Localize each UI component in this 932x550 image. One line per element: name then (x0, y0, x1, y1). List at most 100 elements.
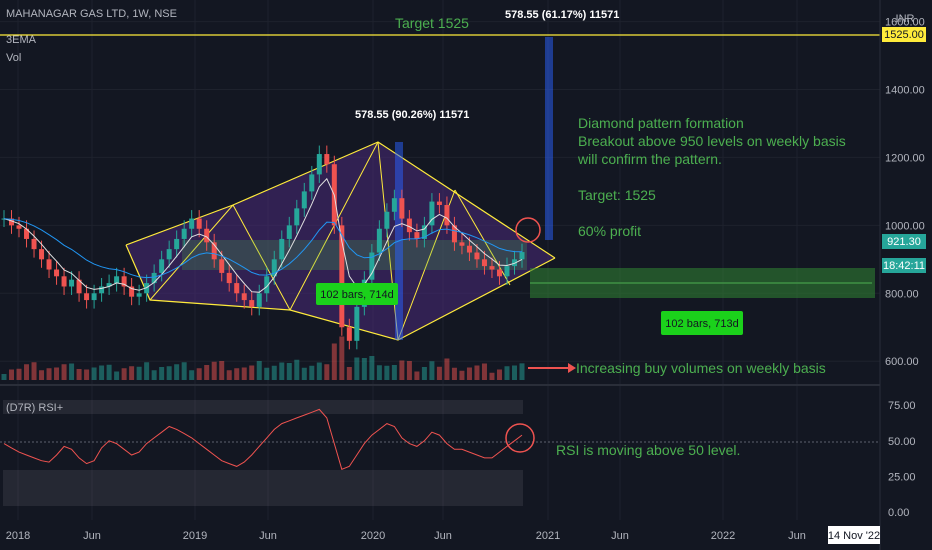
volume-bar (181, 362, 187, 380)
candle-body (496, 269, 502, 277)
volume-bar (166, 366, 172, 380)
volume-bars (1, 336, 525, 380)
volume-bar (369, 356, 375, 380)
candle-body (346, 327, 352, 341)
volume-bar (279, 362, 285, 380)
candle-body (399, 198, 405, 219)
candle-body (286, 225, 292, 239)
time-tick-label: Jun (611, 530, 629, 542)
svg-text:18:42:11: 18:42:11 (883, 260, 925, 272)
candle-body (406, 218, 412, 233)
candle-body (84, 293, 90, 301)
volume-bar (406, 361, 412, 380)
candle-body (106, 283, 112, 287)
candle-body (129, 286, 135, 297)
candle-body (511, 259, 517, 267)
volume-bar (339, 336, 345, 380)
volume-bar (331, 343, 337, 380)
candle-body (61, 276, 67, 287)
time-tick-label: 2021 (536, 530, 560, 542)
candle-body (181, 228, 187, 239)
target-zone (530, 37, 875, 298)
candle-body (271, 259, 277, 277)
pattern-note-line: Target: 1525 (578, 187, 656, 203)
volume-bar (264, 367, 270, 380)
volume-bar (271, 365, 277, 380)
volume-bar (151, 370, 157, 380)
volume-bar (211, 361, 217, 380)
volume-bar (91, 367, 97, 380)
time-tick-label: Jun (434, 530, 452, 542)
price-axis[interactable]: 1600.00 1400.00 1200.00 1000.00 800.00 600.00 (885, 17, 925, 369)
volume-bar (219, 361, 225, 380)
volume-bar (391, 365, 397, 380)
volume-bar (504, 366, 510, 380)
candle-body (316, 154, 322, 175)
volume-bar (324, 364, 330, 380)
volume-bar (294, 359, 300, 380)
candle-body (249, 300, 255, 307)
candle-body (504, 266, 510, 277)
rsi-pane (0, 400, 880, 506)
time-axis[interactable]: 2018 Jun 2019 Jun 2020 Jun 2021 Jun 2022 Jun (6, 530, 806, 542)
volume-bar (76, 369, 82, 380)
bars-label-b: 102 bars, 713d (661, 311, 743, 335)
volume-bar (459, 370, 465, 380)
symbol-title[interactable]: MAHANAGAR GAS LTD, 1W, NSE (6, 8, 177, 20)
candle-body (294, 208, 300, 226)
time-tick-label: Jun (788, 530, 806, 542)
volume-bar (144, 362, 150, 380)
volume-bar (286, 363, 292, 380)
volume-arrow (528, 363, 576, 373)
candle-body (444, 204, 450, 226)
candle-body (279, 238, 285, 260)
candle-body (159, 259, 165, 273)
pattern-note-line: Diamond pattern formation (578, 115, 744, 131)
rsi-axis[interactable]: 75.00 50.00 25.00 0.00 (888, 400, 916, 519)
pattern-note-line: 60% profit (578, 223, 641, 239)
rsi-legend[interactable]: (D7R) RSI+ (6, 402, 64, 414)
price-tick-label: 1600.00 (885, 17, 925, 29)
rsi-tick-label: 0.00 (888, 507, 909, 519)
volume-bar (189, 370, 195, 380)
candle-body (391, 198, 397, 212)
volume-bar (174, 364, 180, 380)
volume-bar (106, 364, 112, 380)
candle-body (436, 201, 442, 205)
vol-legend[interactable]: Vol (6, 52, 22, 64)
volume-bar (256, 361, 262, 380)
volume-bar (99, 365, 105, 380)
time-tick-label: 2018 (6, 530, 30, 542)
target-title: Target 1525 (395, 15, 469, 31)
volume-bar (159, 367, 165, 380)
candle-body (9, 218, 15, 226)
bars-label-a: 102 bars, 714d (316, 283, 398, 305)
volume-bar (9, 369, 15, 380)
candle-body (466, 245, 472, 253)
volume-bar (309, 365, 315, 380)
candle-body (76, 279, 82, 294)
measure-top: 578.55 (61.17%) 11571 (505, 9, 619, 21)
volume-bar (376, 365, 382, 380)
volume-bar (69, 363, 75, 380)
svg-text:102 bars, 714d: 102 bars, 714d (320, 289, 393, 301)
candle-body (189, 218, 195, 229)
rsi-tick-label: 75.00 (888, 400, 916, 412)
time-tick-label: 2019 (183, 530, 207, 542)
candle-body (369, 252, 375, 280)
candle-body (256, 293, 262, 307)
pattern-notes: Diamond pattern formation Breakout above … (577, 115, 846, 239)
volume-bar (466, 367, 472, 380)
candle-body (196, 218, 202, 229)
ema-legend[interactable]: 3EMA (6, 34, 36, 46)
volume-bar (16, 368, 22, 380)
candle-body (309, 174, 315, 192)
candle-body (136, 293, 142, 297)
countdown-tag: 18:42:11 (882, 258, 926, 273)
volume-bar (61, 364, 67, 380)
candle-body (234, 283, 240, 294)
volume-bar (1, 374, 7, 380)
candle-body (264, 276, 270, 294)
ema-fast (3, 177, 523, 293)
